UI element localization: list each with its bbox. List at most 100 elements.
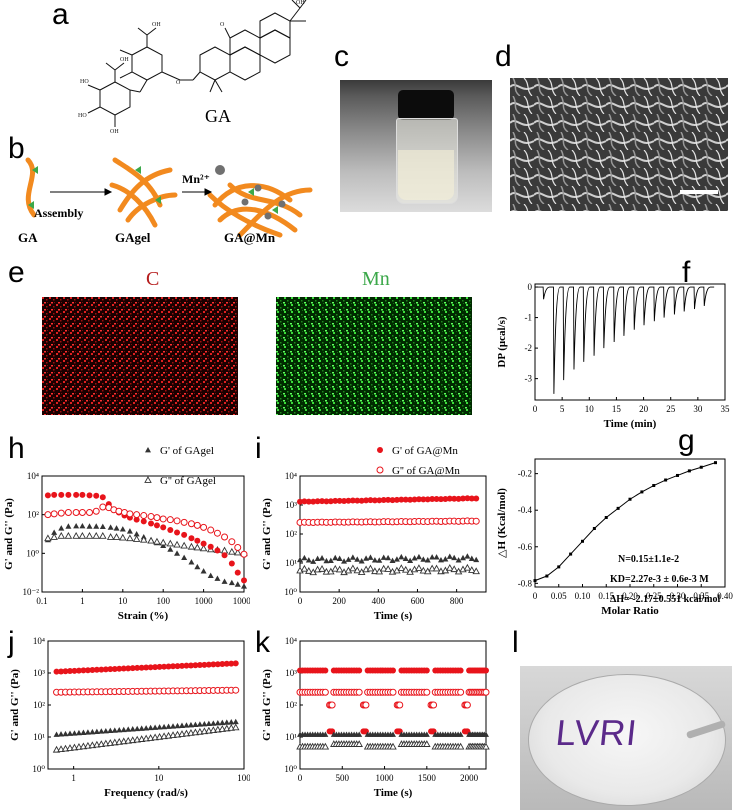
data-point: [356, 667, 363, 674]
ga-fiber: [25, 157, 37, 218]
data-point: [446, 495, 453, 502]
data-point: [75, 729, 82, 736]
data-point: [194, 563, 201, 570]
binding-point: [604, 516, 608, 520]
data-point: [79, 491, 86, 498]
data-point: [58, 491, 65, 498]
data-point: [50, 533, 58, 540]
data-point: [379, 564, 388, 572]
itc-thermogram-line: [536, 286, 715, 394]
x-tick-label: 1500: [418, 773, 437, 783]
data-point: [301, 498, 308, 505]
x-axis-label: Strain (%): [118, 610, 169, 622]
data-point: [99, 531, 107, 539]
legend-marker: [377, 447, 383, 453]
data-point: [98, 666, 105, 673]
data-point: [213, 529, 221, 537]
x-tick-label: 0: [533, 404, 538, 414]
data-point: [99, 523, 106, 530]
manganese-map: [276, 297, 472, 415]
data-point: [116, 727, 123, 733]
data-point: [341, 558, 348, 564]
data-point: [219, 719, 226, 726]
binding-point: [652, 484, 656, 488]
data-point: [187, 520, 195, 528]
data-point: [437, 556, 444, 563]
data-point: [120, 665, 127, 672]
data-point: [241, 577, 247, 584]
data-point: [389, 497, 396, 504]
data-point: [139, 535, 148, 543]
frequency-sweep-chart: 1 10 100 10⁰ 10¹ 10² 10³ 10⁴ Frequency (rad/s) G'…: [9, 636, 250, 799]
y-tick-label: 10³: [33, 668, 45, 678]
data-point: [75, 667, 82, 674]
data-point: [376, 497, 383, 504]
data-point: [134, 725, 141, 732]
data-point: [363, 497, 370, 504]
data-point: [166, 539, 175, 547]
scale-bar: [680, 190, 718, 194]
mn-step-label: Mn²⁺: [182, 172, 210, 186]
panel-label-a: a: [52, 0, 69, 31]
data-point: [234, 581, 241, 587]
data-point: [451, 554, 458, 561]
binding-point: [557, 565, 561, 569]
data-point: [86, 523, 93, 529]
data-point: [58, 668, 65, 675]
ga-name: GA: [18, 230, 38, 245]
data-point: [457, 731, 464, 737]
x-tick-label: 0.10: [575, 591, 591, 601]
data-point: [371, 567, 379, 575]
data-point: [214, 661, 221, 668]
data-point: [228, 660, 235, 667]
data-point: [398, 553, 405, 560]
data-point: [86, 508, 94, 516]
panel-label-f: f: [682, 256, 691, 289]
data-point: [355, 740, 363, 747]
x-tick-label: 500: [336, 773, 350, 783]
data-point: [366, 564, 375, 572]
data-point: [98, 728, 105, 734]
data-point: [196, 662, 203, 669]
data-point: [129, 726, 136, 732]
data-point: [132, 535, 141, 542]
legend-marker: [145, 447, 151, 453]
data-point: [72, 531, 80, 539]
legend-marker: [144, 476, 152, 483]
data-point: [482, 688, 490, 696]
data-point: [423, 688, 431, 696]
data-point: [468, 495, 475, 502]
legend-label: G' of GAgel: [160, 445, 214, 457]
data-point: [156, 663, 163, 670]
data-point: [199, 544, 208, 552]
x-tick-label: 1: [71, 773, 76, 783]
data-point: [64, 508, 72, 516]
y-tick-label: -1: [525, 313, 533, 323]
data-point: [187, 542, 196, 550]
data-point: [367, 554, 374, 560]
y-axis-label: G' and G'' (Pa): [261, 498, 273, 570]
x-tick-label: 0: [298, 596, 303, 606]
data-point: [456, 742, 465, 750]
data-point: [305, 567, 313, 574]
data-point: [167, 546, 174, 552]
data-point: [345, 497, 352, 504]
sem-scale-text: 400 nm: [178, 196, 202, 203]
data-point: [459, 495, 466, 502]
data-point: [167, 527, 174, 534]
svg-text:O: O: [176, 80, 181, 86]
data-point: [407, 496, 414, 503]
data-point: [319, 555, 326, 561]
data-point: [126, 528, 133, 534]
data-point: [314, 555, 321, 562]
step-strain-chart: 0 500 1000 1500 2000 10⁰ 10¹ 10² 10³ 10⁴ Time (s) G…: [261, 636, 490, 799]
legend-label: G'' of GAgel: [160, 475, 216, 487]
panel-label-i: i: [255, 432, 262, 465]
x-tick-label: 400: [372, 596, 386, 606]
data-point: [483, 731, 489, 737]
data-point: [119, 533, 127, 541]
x-tick-label: 600: [411, 596, 425, 606]
data-point: [200, 568, 207, 574]
data-point: [125, 726, 132, 732]
x-tick-label: 15: [612, 404, 622, 414]
